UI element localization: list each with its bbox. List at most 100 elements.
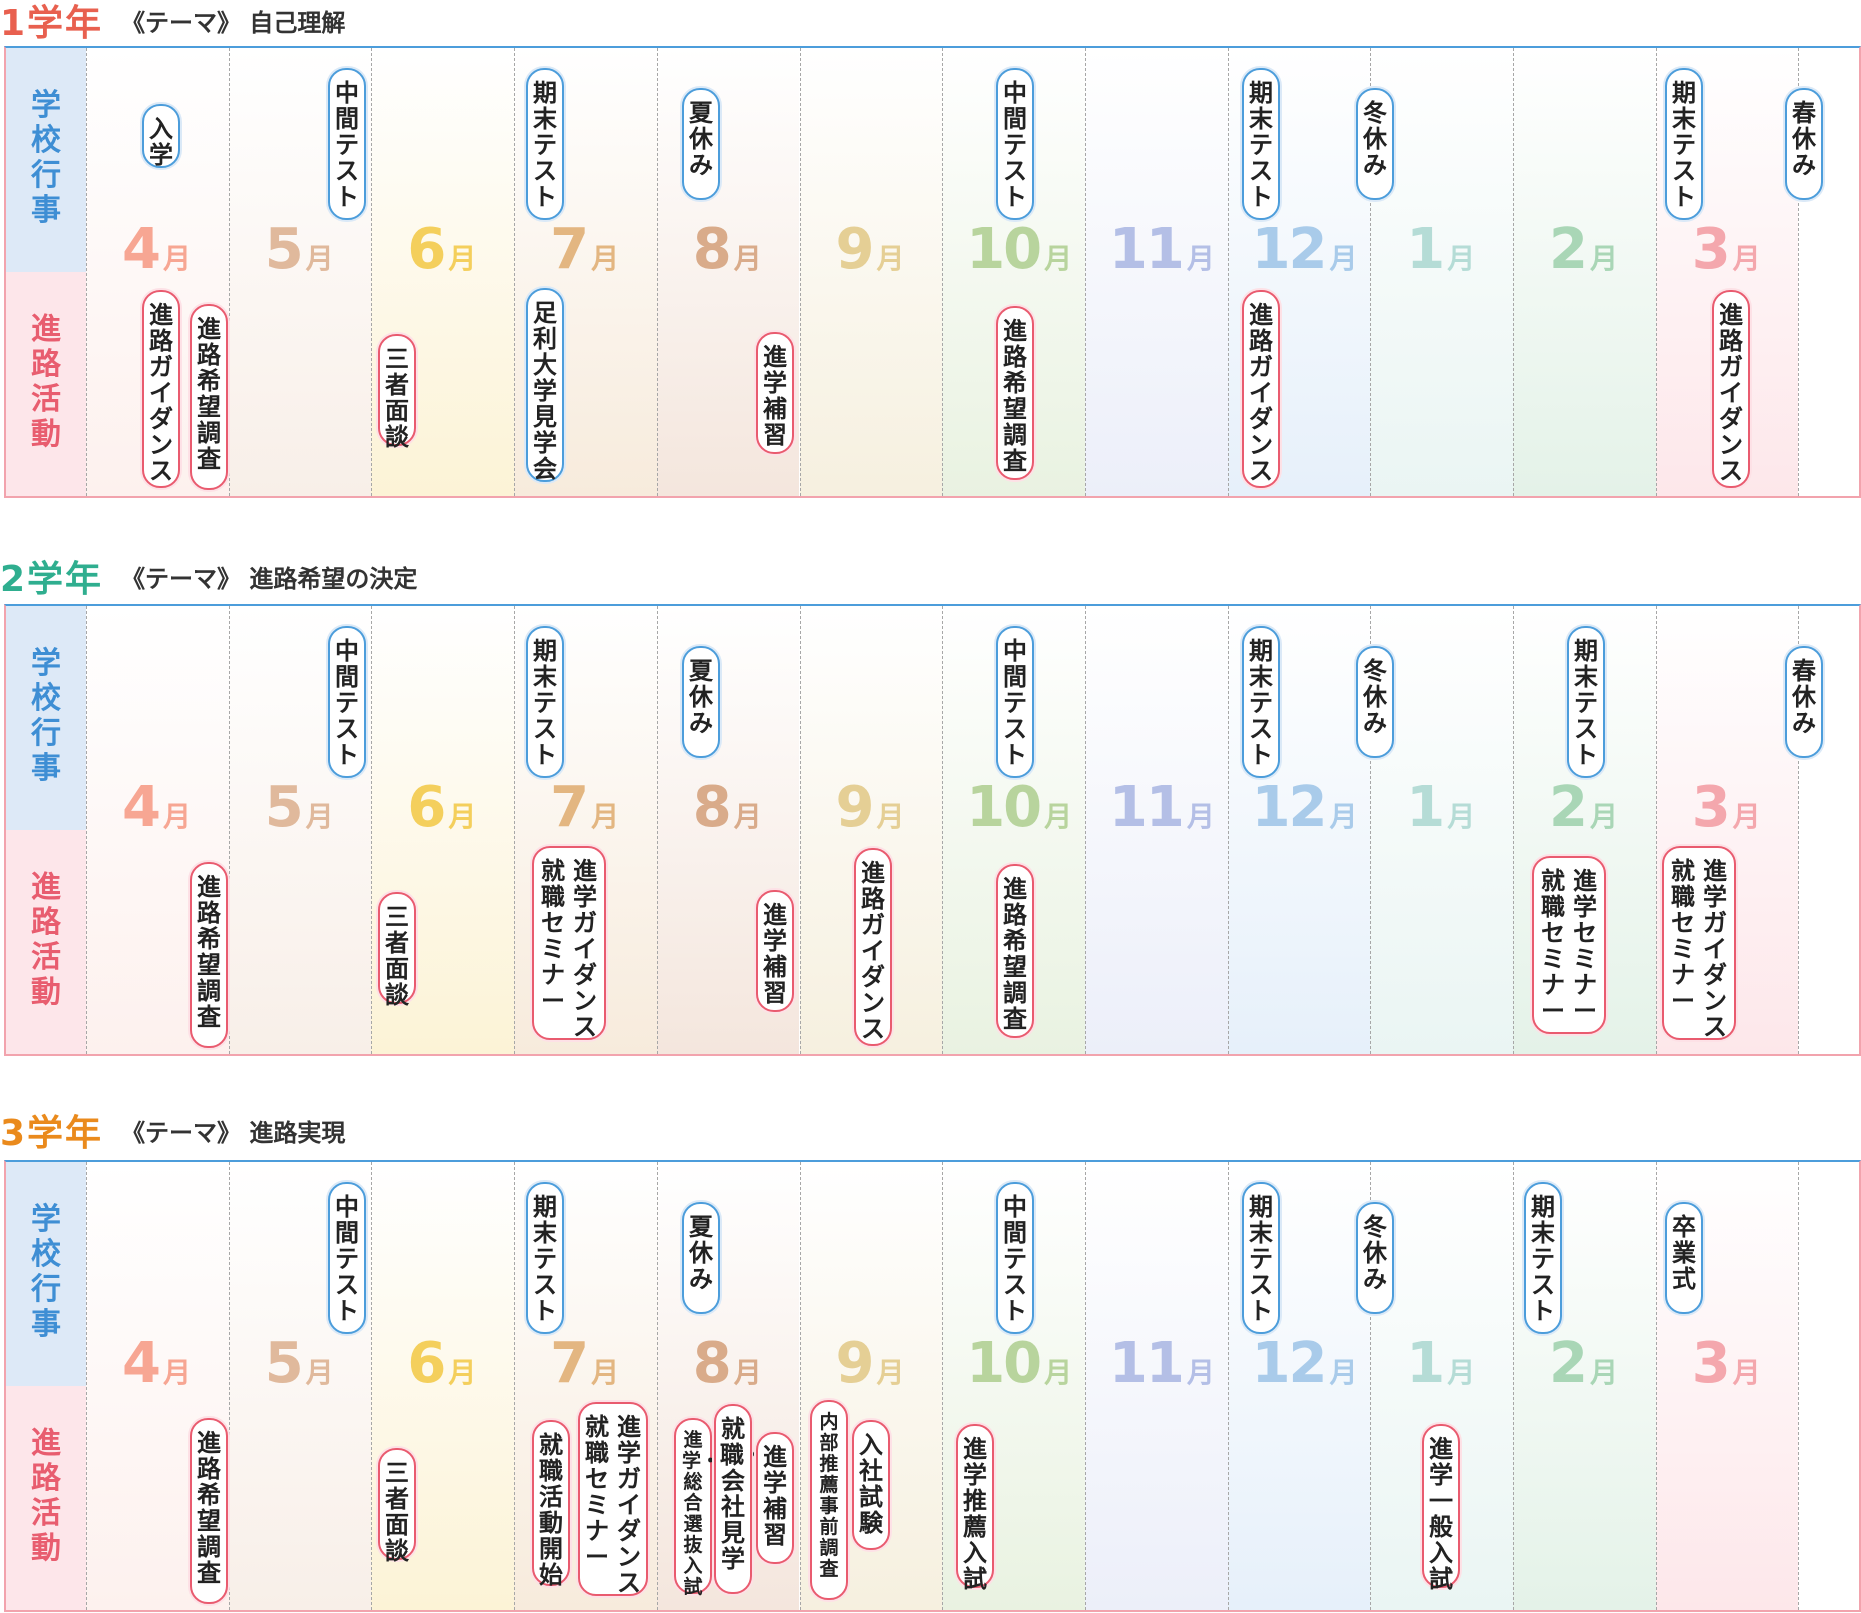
y3-career-5-pill: 進学・総合選抜入試: [674, 1418, 721, 1598]
month-label-11: 11 月: [1108, 1331, 1215, 1396]
month-separator: [1513, 606, 1514, 1054]
y2-career-5-pill: 進路ガイダンス: [854, 848, 892, 1046]
y2-career-8-pill: 進学ガイダンス 就職セミナー: [1662, 846, 1736, 1040]
month-label-10: 10 月: [966, 775, 1073, 840]
event-text: 就職セミナー: [1671, 857, 1695, 1015]
event-text: 足利大学見学会: [533, 299, 557, 483]
year-3-timeline: 学校行事進路活動 4 月 5 月 6 月 7 月 8 月 9 月 10 月 11 月 12 月 1 月 2 月 3 月 中間テスト…: [4, 1160, 1861, 1612]
year-1-theme: 《テーマ》 自己理解: [121, 8, 346, 37]
y1-school-4-pill: 夏休み: [682, 88, 720, 200]
month-separator: [371, 48, 373, 496]
month-separator: [86, 48, 87, 496]
month-separator: [1798, 1162, 1800, 1610]
event-text: 進学・総合選抜入試: [682, 1429, 721, 1598]
month-separator: [799, 48, 801, 496]
month-separator: [1227, 48, 1229, 496]
event-text: 卒業式: [1672, 1213, 1696, 1293]
y2-school-1-pill: 中間テスト: [328, 626, 366, 778]
month-separator: [1370, 48, 1372, 496]
month-separator: [514, 48, 516, 496]
month-separator: [942, 48, 944, 496]
school-events-label: 学校行事: [31, 88, 61, 228]
month-separator: [1084, 48, 1086, 496]
event-text: 進路ガイダンス: [149, 301, 173, 485]
year-1-heading: 1学年 《テーマ》 自己理解: [0, 0, 346, 44]
year-2-title: 2学年: [0, 559, 104, 600]
month-label-11: 11 月: [1108, 217, 1215, 282]
month-separator: [1370, 1162, 1372, 1610]
y2-school-3-pill: 夏休み: [682, 646, 720, 758]
month-separator: [514, 1162, 516, 1610]
event-text: 期末テスト: [1249, 637, 1273, 769]
y3-career-3-pill: 就職活動開始: [532, 1420, 570, 1589]
school-events-label: 学校行事: [31, 646, 61, 786]
month-label-11: 11 月: [1108, 775, 1215, 840]
event-text: 就職活動開始: [539, 1431, 563, 1589]
y2-school-5-pill: 期末テスト: [1242, 626, 1280, 778]
y1-school-3-pill: 期末テスト: [526, 68, 564, 220]
month-separator: [228, 48, 230, 496]
month-column-1: [1370, 48, 1513, 496]
month-separator: [514, 606, 516, 1054]
year-2-theme: 《テーマ》 進路希望の決定: [121, 564, 418, 593]
month-separator: [1655, 48, 1657, 496]
y1-career-5-pill: 進学補習: [756, 332, 794, 454]
y2-school-6-pill: 冬休み: [1356, 646, 1394, 758]
month-separator: [1655, 1162, 1657, 1610]
event-text: 中間テスト: [335, 637, 359, 769]
school-events-band: [6, 48, 86, 272]
event-text: 進路希望調査: [1003, 317, 1027, 475]
career-activities-label: 進路活動: [31, 870, 61, 1010]
event-text: 春休み: [1792, 657, 1816, 737]
month-separator: [942, 606, 944, 1054]
month-separator: [1513, 1162, 1514, 1610]
month-separator: [656, 606, 658, 1054]
year-1-timeline: 学校行事進路活動 4 月 5 月 6 月 7 月 8 月 9 月 10 月 11 月 12 月 1 月 2 月 3 月 入学 中間テ…: [4, 46, 1861, 498]
event-text: 進学ガイダンス: [1703, 857, 1727, 1041]
month-column-1: [1370, 606, 1513, 1054]
month-separator: [86, 606, 87, 1054]
month-separator: [1084, 1162, 1086, 1610]
career-activities-label: 進路活動: [31, 312, 61, 452]
event-text: 期末テスト: [1249, 79, 1273, 211]
event-text: 進路ガイダンス: [1249, 301, 1273, 485]
event-text: 進路希望調査: [197, 315, 221, 473]
event-text: 進路希望調査: [197, 873, 221, 1031]
event-text: 進学 一般入試: [1429, 1435, 1453, 1593]
event-text: 進学セミナー: [1573, 867, 1597, 1025]
event-text: 夏休み: [689, 657, 713, 737]
month-separator: [799, 606, 801, 1054]
y2-career-2-pill: 三者面談: [378, 892, 416, 1008]
y3-career-9-pill: 入社試験: [852, 1420, 890, 1550]
event-text: 就職セミナー: [541, 857, 565, 1015]
event-text: 中間テスト: [335, 1193, 359, 1325]
event-text: 進学補習: [763, 901, 787, 1007]
y1-career-2-pill: 進路希望調査: [190, 304, 228, 490]
y1-school-2-pill: 中間テスト: [328, 68, 366, 220]
y2-school-8-pill: 春休み: [1785, 646, 1823, 758]
y3-school-8-pill: 卒業式: [1665, 1202, 1703, 1314]
y3-school-6-pill: 冬休み: [1356, 1202, 1394, 1314]
event-text: 内部推薦事前調査: [819, 1411, 839, 1580]
event-text: 期末テスト: [533, 637, 557, 769]
event-text: 中間テスト: [1003, 79, 1027, 211]
y3-career-11-pill: 進学 一般入試: [1422, 1424, 1460, 1593]
y2-career-7-pill: 進学セミナー 就職セミナー: [1532, 856, 1606, 1034]
month-separator: [656, 1162, 658, 1610]
year-2-timeline: 学校行事進路活動 4 月 5 月 6 月 7 月 8 月 9 月 10 月 11 月 12 月 1 月 2 月 3 月 中間テスト…: [4, 604, 1861, 1056]
